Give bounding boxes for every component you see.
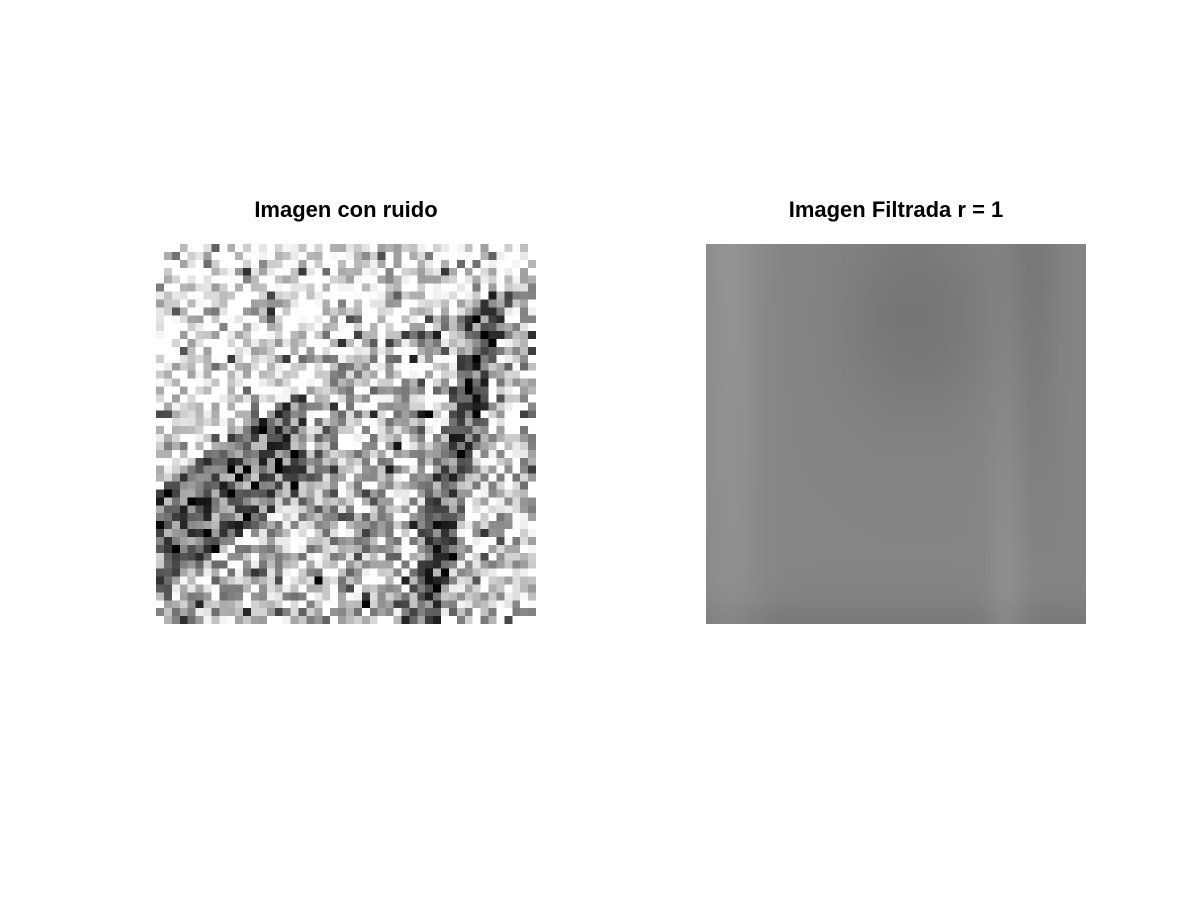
filtered-image-title: Imagen Filtrada r = 1 [788,197,1004,222]
filtered-image-clip [706,244,1086,624]
noisy-image-title: Imagen con ruido [254,197,438,222]
noisy-image [156,244,536,624]
noisy-image-panel: Imagen con ruido [156,190,536,624]
filtered-image-panel: Imagen Filtrada r = 1 [706,190,1086,624]
filtered-image [706,244,1086,624]
noisy-image-frame [156,244,536,624]
filtered-image-frame [706,244,1086,624]
